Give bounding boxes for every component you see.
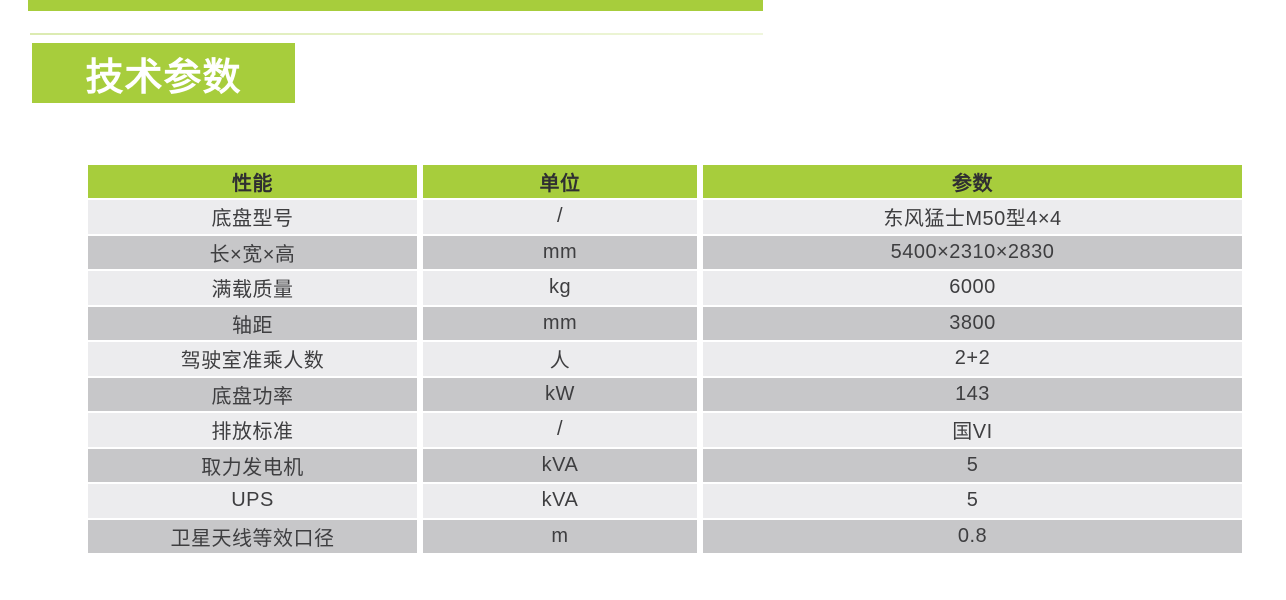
cell-parameter: 0.8	[703, 519, 1242, 553]
cell-performance: 长×宽×高	[88, 235, 417, 269]
top-accent-strip	[28, 0, 763, 11]
cell-performance: 满载质量	[88, 271, 417, 305]
cell-performance: 驾驶室准乘人数	[88, 342, 417, 376]
cell-performance: 卫星天线等效口径	[88, 519, 417, 553]
cell-unit: /	[423, 200, 697, 234]
section-title-badge: 技术参数	[32, 43, 295, 103]
column-header-unit: 单位	[423, 165, 697, 198]
cell-unit: kVA	[423, 484, 697, 518]
cell-unit: /	[423, 413, 697, 447]
cell-parameter: 6000	[703, 271, 1242, 305]
cell-parameter: 143	[703, 377, 1242, 411]
cell-unit: mm	[423, 306, 697, 340]
cell-parameter: 2+2	[703, 342, 1242, 376]
column-header-parameter: 参数	[703, 165, 1242, 198]
cell-parameter: 3800	[703, 306, 1242, 340]
cell-unit: kg	[423, 271, 697, 305]
cell-parameter: 国VI	[703, 413, 1242, 447]
cell-performance: 取力发电机	[88, 448, 417, 482]
cell-performance: 排放标准	[88, 413, 417, 447]
cell-unit: 人	[423, 342, 697, 376]
spec-table: 性能 单位 参数 底盘型号 / 东风猛士M50型4×4 长×宽×高 mm 540…	[88, 165, 1242, 553]
section-title: 技术参数	[85, 56, 242, 99]
cell-unit: mm	[423, 235, 697, 269]
cell-unit: kVA	[423, 448, 697, 482]
cell-performance: 底盘功率	[88, 377, 417, 411]
cell-parameter: 5	[703, 448, 1242, 482]
cell-performance: UPS	[88, 484, 417, 518]
column-header-performance: 性能	[88, 165, 417, 198]
cell-performance: 轴距	[88, 306, 417, 340]
cell-parameter: 5400×2310×2830	[703, 235, 1242, 269]
cell-performance: 底盘型号	[88, 200, 417, 234]
badge-top-hairline	[30, 33, 763, 35]
cell-parameter: 东风猛士M50型4×4	[703, 200, 1242, 234]
cell-parameter: 5	[703, 484, 1242, 518]
cell-unit: m	[423, 519, 697, 553]
cell-unit: kW	[423, 377, 697, 411]
